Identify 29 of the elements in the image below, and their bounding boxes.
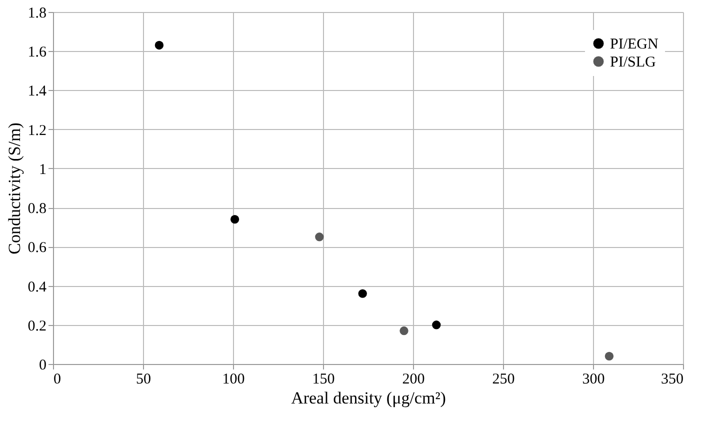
- point: [315, 232, 324, 242]
- x-tick-label: 200: [402, 372, 425, 388]
- x-tick-label: 250: [492, 372, 515, 388]
- y-tick-label: 1.6: [28, 44, 47, 61]
- legend-label: PI/SLG: [610, 54, 656, 70]
- x-tick-label: 0: [54, 372, 61, 388]
- x-tick-label: 50: [136, 372, 151, 388]
- y-tick-label: 1.4: [28, 84, 47, 100]
- point: [432, 320, 441, 330]
- y-tick-label: 0.6: [28, 240, 47, 256]
- x-tick-label: 100: [222, 372, 245, 388]
- y-tick-label: 0: [39, 358, 46, 374]
- x-axis-title: Areal density (μg/cm²): [291, 388, 446, 408]
- y-tick-label: 1.8: [28, 6, 46, 22]
- y-tick-label: 0.4: [28, 279, 47, 296]
- point: [400, 326, 408, 336]
- point: [358, 289, 367, 298]
- y-tick-label: 1.2: [28, 122, 46, 139]
- point: [604, 352, 614, 360]
- legend-label: PI/EGN: [610, 36, 658, 52]
- x-tick-label: 300: [582, 372, 605, 388]
- point: [230, 214, 240, 224]
- y-axis-title: Conductivity (S/m): [4, 122, 24, 254]
- point: [154, 40, 164, 50]
- y-tick-label: 0.2: [28, 318, 46, 334]
- x-tick-label: 150: [312, 372, 335, 388]
- y-tick-label: 1: [39, 162, 46, 178]
- x-tick-label: 350: [661, 372, 684, 388]
- y-tick-label: 0.8: [28, 201, 46, 218]
